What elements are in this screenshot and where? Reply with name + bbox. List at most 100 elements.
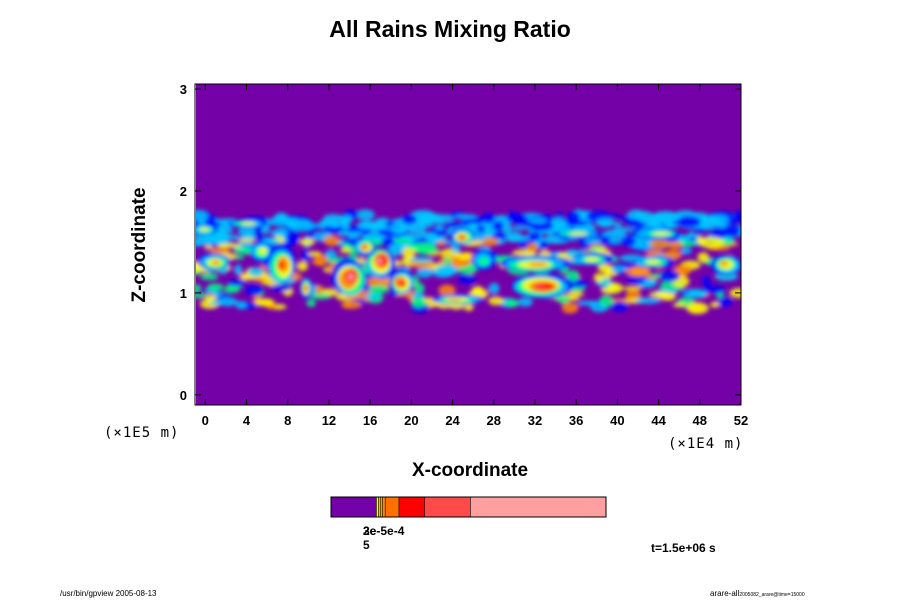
- band-blob: [438, 284, 456, 297]
- x-tick-label: 48: [693, 413, 707, 428]
- band-blob: [414, 283, 425, 294]
- plot-frame: [194, 83, 742, 406]
- colorbar-segment: [382, 497, 386, 517]
- band-blob: [673, 264, 692, 276]
- band-blob: [566, 270, 580, 282]
- rain-cell: [277, 260, 285, 270]
- x-tick-label: 32: [528, 413, 542, 428]
- rain-cell: [458, 235, 465, 240]
- band-blob: [255, 298, 275, 307]
- footer-right-main: arare-all: [710, 589, 740, 598]
- band-blob: [491, 231, 507, 241]
- x-tick-label: 44: [651, 413, 666, 428]
- band-blob: [708, 214, 729, 224]
- band-blob: [315, 284, 324, 295]
- band-blob: [561, 302, 579, 314]
- band-blob: [528, 217, 548, 224]
- band-blob: [703, 285, 726, 294]
- band-blob: [421, 213, 443, 222]
- band-blob: [680, 247, 692, 255]
- band-blob: [254, 225, 263, 238]
- rain-cell: [304, 286, 308, 292]
- band-blob: [613, 221, 622, 227]
- x-tick-label: 4: [243, 413, 251, 428]
- band-blob: [668, 241, 683, 250]
- colorbar-segment: [470, 497, 607, 517]
- band-blob: [630, 265, 649, 276]
- colorbar-segment: [424, 497, 471, 517]
- band-blob: [274, 212, 288, 223]
- y-tick-label: 0: [180, 388, 187, 403]
- y-tick-label: 1: [180, 286, 187, 301]
- band-blob: [620, 235, 636, 247]
- rain-cell: [241, 221, 256, 225]
- y-axis-label: Z-coordinate: [129, 187, 150, 303]
- band-blob: [217, 297, 238, 307]
- band-blob: [686, 302, 709, 315]
- colorbar: [330, 496, 607, 518]
- band-blob: [642, 279, 655, 284]
- band-blob: [393, 237, 412, 244]
- rain-cell: [362, 244, 367, 249]
- rain-cell: [585, 257, 599, 262]
- rain-cell: [199, 227, 210, 231]
- band-blob: [401, 214, 418, 225]
- heatmap-field: [196, 84, 741, 405]
- x-tick-label: 40: [610, 413, 624, 428]
- x-tick-label: 52: [734, 413, 748, 428]
- band-blob: [569, 280, 589, 288]
- band-blob: [677, 240, 697, 247]
- rain-cell: [533, 283, 546, 289]
- band-blob: [672, 302, 687, 308]
- band-blob: [659, 270, 680, 282]
- band-blob: [510, 226, 529, 231]
- band-blob: [196, 238, 214, 246]
- x-tick-label: 12: [322, 413, 336, 428]
- band-blob: [526, 242, 538, 252]
- rain-cell: [569, 232, 588, 236]
- band-blob: [528, 220, 554, 232]
- band-blob: [514, 214, 525, 226]
- colorbar-label-overlap: 3e-5e-4: [363, 524, 405, 538]
- footer-left: /usr/bin/gpview 2005-08-13: [60, 589, 157, 598]
- band-blob: [285, 232, 301, 243]
- band-blob: [244, 284, 264, 296]
- rain-cell: [348, 273, 355, 281]
- x-tick-label: 36: [569, 413, 583, 428]
- band-blob: [663, 249, 682, 261]
- band-blob: [665, 218, 676, 228]
- rain-cell: [528, 262, 548, 267]
- band-blob: [436, 264, 457, 273]
- band-blob: [341, 303, 353, 308]
- band-blob: [223, 286, 240, 294]
- x-tick-label: 8: [284, 413, 291, 428]
- band-blob: [416, 268, 434, 278]
- band-blob: [196, 209, 209, 222]
- band-blob: [322, 224, 345, 234]
- x-axis-unit: (×1E4 m): [668, 436, 744, 452]
- band-blob: [443, 257, 453, 264]
- band-blob: [337, 230, 356, 237]
- y-tick-label: 2: [180, 184, 187, 199]
- band-blob: [701, 275, 711, 287]
- band-blob: [599, 294, 614, 307]
- x-tick-label: 16: [363, 413, 377, 428]
- band-blob: [635, 297, 662, 304]
- band-blob: [299, 238, 315, 246]
- rain-cell: [652, 232, 671, 236]
- band-blob: [296, 260, 309, 272]
- colorbar-segment: [376, 497, 379, 517]
- band-blob: [709, 227, 728, 240]
- band-blob: [247, 267, 264, 277]
- band-blob: [355, 209, 375, 221]
- rain-cell: [719, 260, 729, 267]
- band-blob: [572, 224, 597, 230]
- band-blob: [518, 297, 533, 307]
- band-blob: [436, 240, 446, 247]
- colorbar-frame: [330, 496, 607, 518]
- band-blob: [196, 284, 202, 293]
- band-blob: [253, 277, 267, 282]
- band-blob: [717, 297, 733, 307]
- x-tick-label: 24: [445, 413, 460, 428]
